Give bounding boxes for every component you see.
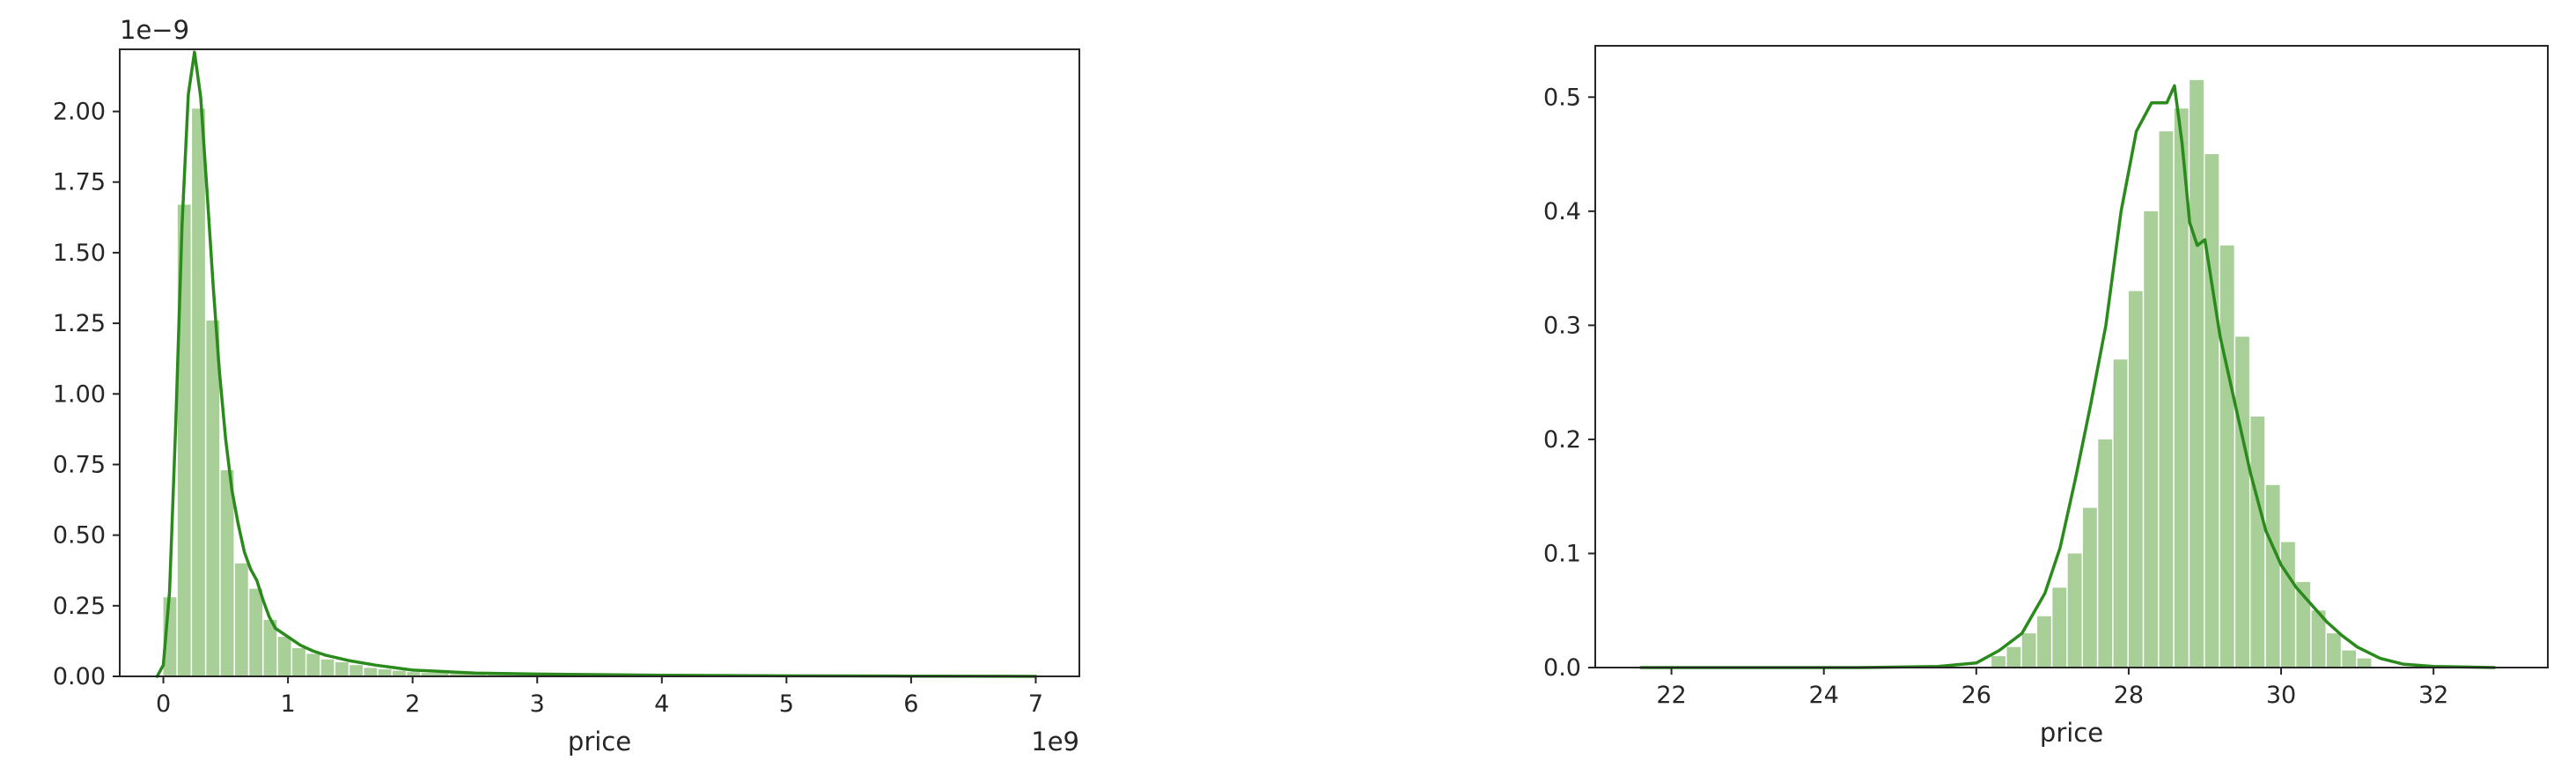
- histogram-bar: [320, 659, 335, 676]
- histogram-bar: [1991, 656, 2006, 668]
- histogram-bar: [2144, 210, 2159, 668]
- histogram-bar: [2113, 359, 2128, 668]
- x-tick-label: 26: [1961, 682, 1991, 709]
- x-tick-label: 22: [1656, 682, 1686, 709]
- histogram-bar: [2006, 646, 2021, 668]
- histogram-bar: [450, 674, 487, 676]
- histogram-bar: [2296, 581, 2311, 668]
- left-histogram-panel: 0 1 2 3 4 5 6 7 0.00 0.25 0.50 0.75 1.00 1.25 1.50 1.75…: [53, 15, 1080, 757]
- y-tick-label: 2.00: [53, 99, 106, 126]
- y-tick-label: 1.75: [53, 169, 106, 196]
- right-histogram-panel: 22 24 26 28 30 32 0.0 0.1 0.2 0.3 0.4 0.5 price: [1543, 45, 2549, 748]
- histogram-bar: [350, 665, 363, 676]
- x-tick-label: 7: [1028, 690, 1043, 718]
- histogram-bar: [2204, 154, 2219, 668]
- y-tick-label: 0.25: [53, 593, 106, 620]
- y-tick-label: 1.00: [53, 380, 106, 408]
- y-tick-label: 1.25: [53, 310, 106, 337]
- histogram-bar: [277, 637, 291, 676]
- x-tick-label: 5: [779, 690, 794, 718]
- histogram-bar: [2037, 616, 2051, 668]
- x-tick-label: 4: [654, 690, 669, 718]
- y-tick-label: 0.3: [1543, 312, 1581, 339]
- histogram-bar: [249, 588, 262, 676]
- histogram-bar: [2265, 484, 2280, 668]
- histogram-bar: [378, 668, 392, 676]
- y-tick-label: 0.5: [1543, 84, 1581, 111]
- x-tick-label: 30: [2266, 682, 2296, 709]
- x-offset-text: 1e9: [1031, 727, 1079, 757]
- x-axis-label: price: [568, 727, 631, 757]
- histogram-bar: [407, 672, 421, 676]
- histogram-bar: [2357, 658, 2372, 668]
- plot-frame: [119, 48, 1080, 677]
- histogram-bar: [2128, 291, 2143, 668]
- y-tick-label: 0.1: [1543, 540, 1581, 567]
- y-offset-text: 1e−9: [120, 15, 189, 45]
- histogram-bar: [2281, 542, 2295, 668]
- y-tick-label: 0.2: [1543, 426, 1581, 454]
- histogram-bar: [2235, 336, 2249, 668]
- histogram-bar: [192, 108, 205, 677]
- histogram-bar: [263, 619, 277, 676]
- histogram-bar: [487, 674, 536, 676]
- histogram-bar: [2067, 553, 2082, 668]
- x-tick-label: 2: [405, 690, 420, 718]
- x-axis-label: price: [2040, 718, 2103, 748]
- y-tick-label: 0.50: [53, 522, 106, 550]
- histogram-bar: [234, 563, 248, 676]
- histogram-bar: [306, 653, 320, 676]
- x-tick-label: 1: [281, 690, 296, 718]
- histogram-bar: [2159, 131, 2174, 668]
- histogram-bar: [2052, 587, 2067, 668]
- histogram-bar: [364, 668, 378, 676]
- histogram-bar: [2174, 108, 2189, 668]
- x-tick-label: 6: [903, 690, 918, 718]
- y-tick-label: 0.4: [1543, 198, 1581, 225]
- histogram-bar: [2311, 610, 2326, 668]
- histogram-bar: [2098, 439, 2113, 668]
- x-tick-label: 24: [1809, 682, 1839, 709]
- histogram-bar: [2250, 417, 2265, 668]
- histogram-bar: [177, 204, 191, 677]
- histogram-bar: [292, 647, 305, 676]
- y-tick-label: 1.50: [53, 240, 106, 267]
- histogram-bar: [2342, 650, 2357, 668]
- histogram-bar: [206, 320, 220, 676]
- histogram-bar: [393, 670, 406, 676]
- y-tick-label: 0.00: [53, 663, 106, 690]
- x-tick-label: 32: [2418, 682, 2448, 709]
- y-tick-label: 0.0: [1543, 654, 1581, 682]
- histogram-bar: [2326, 633, 2341, 668]
- histogram-bar: [421, 673, 449, 676]
- y-tick-label: 0.75: [53, 451, 106, 478]
- histogram-bar: [2190, 79, 2204, 668]
- histogram-bar: [2082, 507, 2097, 668]
- histogram-bar: [220, 469, 234, 676]
- histogram-bar: [335, 661, 349, 676]
- histogram-bar: [2021, 633, 2036, 668]
- x-tick-label: 3: [530, 690, 545, 718]
- plot-frame: [1594, 45, 2549, 668]
- kde-line: [155, 50, 1038, 678]
- histogram-bar: [2219, 245, 2234, 668]
- x-tick-label: 0: [156, 690, 171, 718]
- kde-line: [1639, 84, 2497, 669]
- x-tick-label: 28: [2114, 682, 2144, 709]
